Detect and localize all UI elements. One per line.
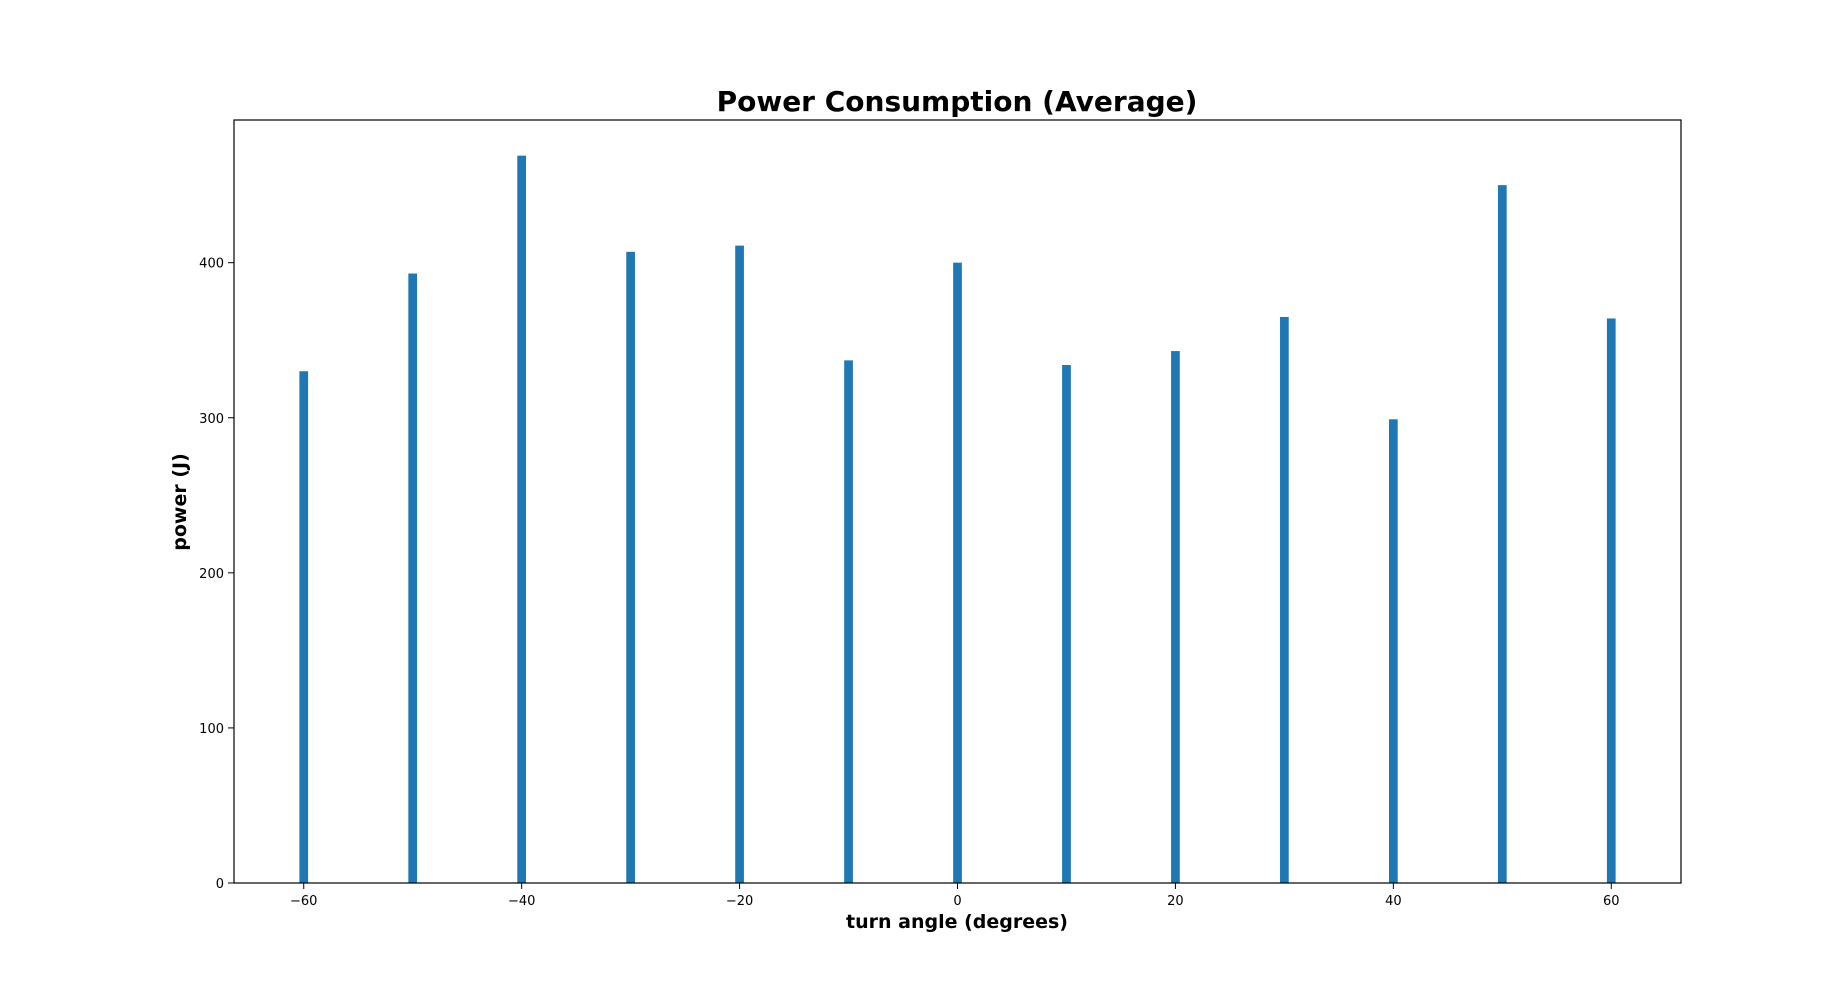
y-tick-label: 400	[199, 257, 224, 272]
bar-40	[1388, 419, 1398, 883]
x-axis-label: turn angle (degrees)	[846, 911, 1068, 933]
x-tick-label: 40	[1385, 894, 1402, 909]
bar-neg40	[517, 155, 527, 883]
bar-30	[1280, 316, 1289, 883]
bars-layer	[299, 155, 1616, 884]
bar-20	[1171, 351, 1180, 883]
bar-60	[1606, 318, 1616, 884]
bar-10	[1062, 365, 1071, 883]
bar-neg10	[844, 360, 853, 884]
bar-neg60	[299, 371, 309, 883]
y-tick-label: 100	[199, 722, 224, 737]
plot-frame	[233, 119, 1682, 884]
x-tick-label: 0	[953, 894, 961, 909]
bar-neg50	[408, 273, 418, 883]
x-tick-label: −20	[726, 894, 753, 909]
y-axis-label: power (J)	[169, 453, 191, 551]
y-tick-label: 300	[199, 412, 224, 427]
ticks-layer: −60 −40 −20 0 20 40 60 0 100 200 300 400	[199, 257, 1619, 909]
bar-neg20	[735, 245, 744, 884]
y-tick-label: 200	[199, 567, 224, 582]
bar-0	[953, 262, 962, 883]
chart-title: Power Consumption (Average)	[717, 85, 1198, 118]
bar-50	[1497, 185, 1507, 883]
x-tick-label: −60	[290, 894, 317, 909]
y-tick-label: 0	[216, 877, 224, 892]
x-tick-label: 20	[1167, 894, 1184, 909]
x-tick-label: 60	[1603, 894, 1620, 909]
x-tick-label: −40	[508, 894, 535, 909]
bar-neg30	[626, 251, 635, 884]
